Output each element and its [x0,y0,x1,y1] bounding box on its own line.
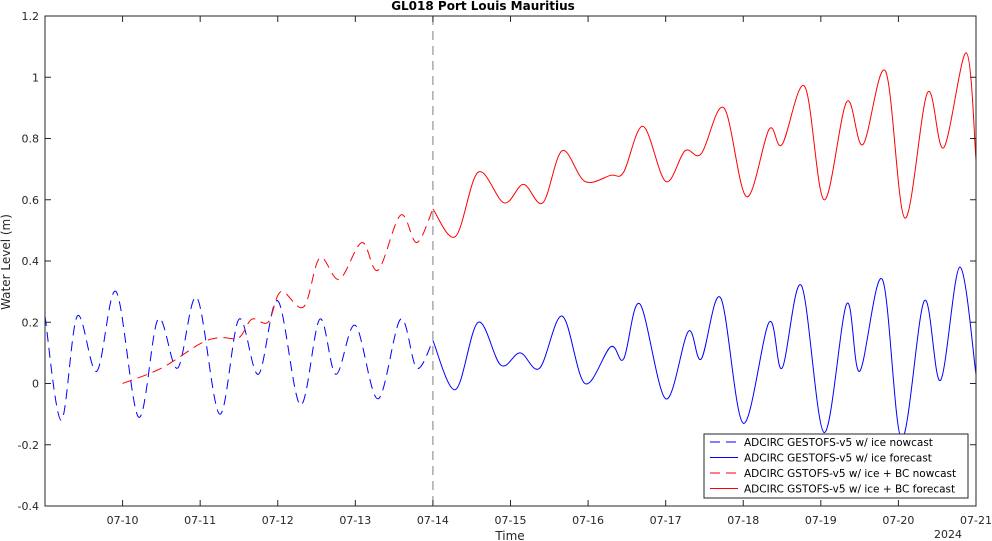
series-line-1 [45,291,434,421]
x-tick-label: 07-20 [882,514,914,527]
series-line-3 [122,208,434,384]
axes-layer: -0.4 -0.2 0 0.2 0.4 0.6 0.8 1 1.2 07-10 07-11 07-12… [18,10,992,527]
y-axis-label: Water Level (m) [0,214,13,310]
x-tick-label: 07-18 [727,514,759,527]
legend-entry-1: ADCIRC GESTOFS-v5 w/ ice nowcast [744,437,933,449]
y-tick-label: 1 [32,71,39,84]
legend-entry-3: ADCIRC GSTOFS-v5 w/ ice + BC nowcast [744,468,956,480]
x-tick-label: 07-13 [339,514,371,527]
x-tick-label: 07-19 [805,514,837,527]
legend-entry-4: ADCIRC GSTOFS-v5 w/ ice + BC forecast [744,484,955,496]
x-tick-label: 07-15 [495,514,527,527]
y-tick-label: 1.2 [22,10,40,23]
legend-box [703,433,969,499]
x-tick-label: 07-11 [184,514,216,527]
x-tick-label: 07-10 [107,514,139,527]
x-tick-label: 07-21 [960,514,992,527]
x-year-label: 2024 [934,528,962,541]
y-tick-label: 0 [32,378,39,391]
y-tick-label: 0.4 [22,255,40,268]
x-tick-label: 07-17 [650,514,682,527]
legend: ADCIRC GESTOFS-v5 w/ ice nowcast ADCIRC G… [703,433,969,499]
y-tick-label: 0.2 [22,316,40,329]
y-tick-label: -0.2 [18,439,39,452]
legend-entry-2: ADCIRC GESTOFS-v5 w/ ice forecast [744,453,932,465]
chart-title: GL018 Port Louis Mauritius [391,0,575,13]
x-tick-label: 07-16 [572,514,604,527]
y-tick-label: 0.8 [22,133,40,146]
x-axis-label: Time [494,529,524,541]
x-tick-label: 07-14 [417,514,449,527]
series-line-4 [432,52,976,238]
y-tick-label: 0.6 [22,194,40,207]
x-tick-label: 07-12 [262,514,294,527]
y-tick-label: -0.4 [18,500,39,513]
